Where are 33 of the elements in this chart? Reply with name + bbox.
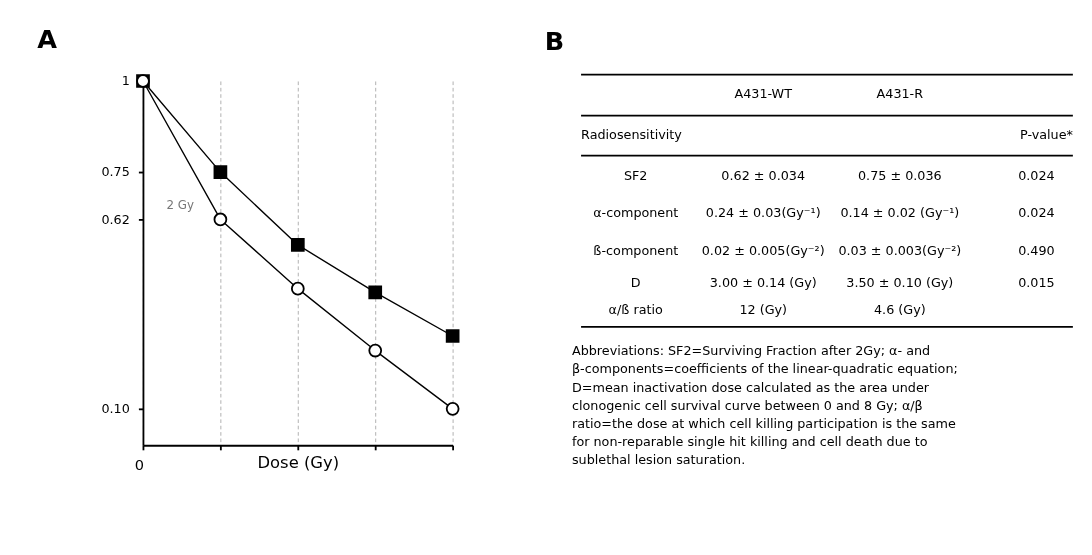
text: D [630, 274, 641, 290]
y-tick-label: 1 [121, 73, 130, 89]
text: 0.024 [1018, 168, 1055, 184]
annotation: 2 Gy [166, 197, 194, 212]
text: ß-component [593, 242, 679, 258]
text: 0.024 [1018, 204, 1055, 220]
y-tick-label: 0.62 [101, 211, 130, 227]
text: A431-WT [734, 86, 793, 102]
text: 0.02 ± 0.005(Gy⁻²) [701, 242, 825, 258]
text: 0.015 [1018, 274, 1055, 290]
text: 0.490 [1018, 242, 1055, 258]
text: α/ß ratio [608, 302, 663, 318]
text: 0 [134, 455, 144, 473]
text: 0.24 ± 0.03(Gy⁻¹) [705, 204, 821, 220]
y-tick-label: 0.10 [101, 400, 130, 416]
text: Abbreviations: SF2=Surviving Fraction after 2Gy; α- and β-components=coefficients of the linear-quadratic equation; D=mean inactivation dose calculated as the area under clonogenic cell survival curve between 0 and 8 Gy; α/β ratio=the dose at which cell killing participation is the same for non-reparable single hit killing and cell death due to sublethal lesion saturation. [571, 343, 958, 468]
text: 4.6 (Gy) [873, 302, 926, 318]
text: A431-R [876, 86, 924, 102]
text: P-value* [1020, 127, 1073, 143]
text: 0.03 ± 0.003(Gy⁻²) [838, 242, 962, 258]
text: SF2 [623, 168, 648, 184]
text: Radiosensitivity [581, 127, 683, 143]
x-axis-title: Dose (Gy) [257, 452, 340, 472]
text: α-component [593, 204, 679, 220]
text: 0.62 ± 0.034 [721, 168, 806, 184]
text: 12 (Gy) [739, 302, 788, 318]
text: B [544, 26, 565, 57]
text: 3.50 ± 0.10 (Gy) [846, 274, 954, 290]
y-tick-label: 0.75 [101, 164, 130, 180]
text: 0.14 ± 0.02 (Gy⁻¹) [840, 204, 960, 220]
text: 3.00 ± 0.14 (Gy) [709, 274, 817, 290]
chart-title: A [37, 23, 58, 54]
text: 0.75 ± 0.036 [857, 168, 942, 184]
